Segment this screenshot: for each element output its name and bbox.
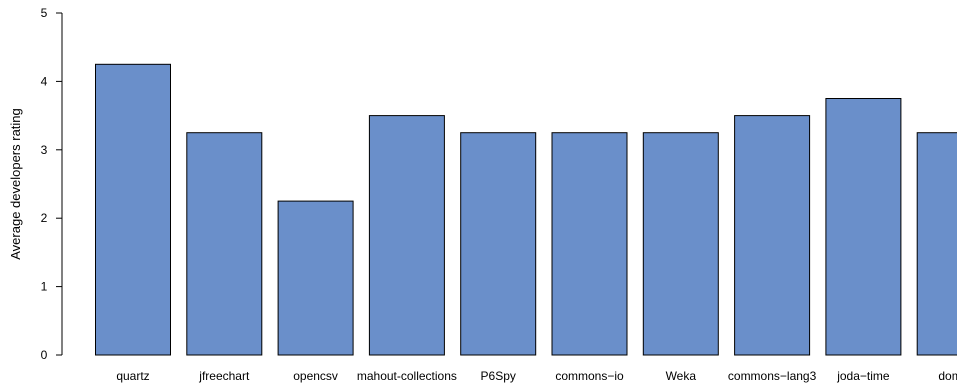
x-tick-label: dom4j bbox=[938, 369, 957, 383]
y-tick-label: 3 bbox=[41, 143, 48, 157]
x-tick-label: jfreechart bbox=[198, 369, 250, 383]
y-axis: 0 1 2 3 4 5 bbox=[41, 6, 63, 362]
y-tick-label: 5 bbox=[41, 6, 48, 20]
x-tick-label: commons−lang3 bbox=[728, 369, 817, 383]
y-axis-title: Average developers rating bbox=[8, 108, 23, 260]
x-tick-label: P6Spy bbox=[481, 369, 516, 383]
bar bbox=[642, 132, 719, 356]
x-tick-label: quartz bbox=[116, 369, 149, 383]
bar bbox=[368, 115, 445, 356]
bar bbox=[277, 200, 354, 356]
bar bbox=[186, 132, 263, 356]
bar bbox=[916, 132, 957, 356]
x-tick-label: joda−time bbox=[836, 369, 890, 383]
x-tick-label: Weka bbox=[666, 369, 697, 383]
bar bbox=[551, 132, 628, 356]
y-tick-label: 1 bbox=[41, 280, 48, 294]
y-tick-label: 4 bbox=[41, 74, 48, 88]
x-tick-label: opencsv bbox=[293, 369, 338, 383]
bars bbox=[95, 63, 957, 356]
y-tick-label: 2 bbox=[41, 211, 48, 225]
bar bbox=[825, 98, 902, 356]
x-tick-label: commons−io bbox=[555, 369, 624, 383]
bar bbox=[460, 132, 537, 356]
bar bbox=[734, 115, 811, 356]
bar bbox=[95, 63, 171, 356]
x-axis-labels: quartz jfreechart opencsv mahout-collection… bbox=[116, 369, 957, 383]
x-tick-label: mahout-collections bbox=[357, 369, 457, 383]
y-tick-label: 0 bbox=[41, 348, 48, 362]
